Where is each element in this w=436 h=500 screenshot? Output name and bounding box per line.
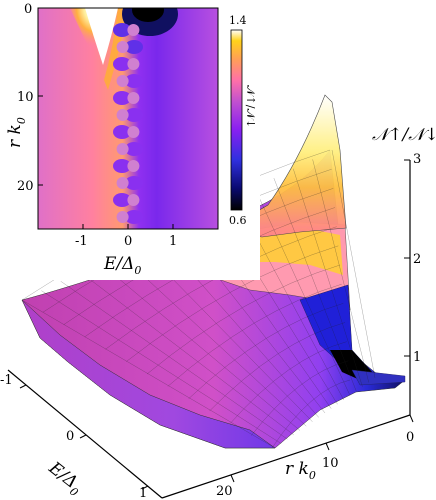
inset-y-label: r k0 — [5, 117, 28, 148]
e-tick-1: 1 — [139, 486, 147, 500]
inset-x-label: E/Δ0 — [103, 254, 141, 277]
mesh-line — [60, 281, 288, 440]
inset-y-label-main: r k — [5, 124, 25, 148]
r-tick-20: 20 — [216, 484, 233, 499]
oscillation-highlight — [116, 109, 129, 121]
oscillation-highlight — [116, 211, 129, 223]
surface-peak — [224, 94, 347, 238]
oscillation-highlight — [127, 58, 140, 70]
oscillation-cell — [125, 210, 143, 224]
mesh-line — [312, 159, 369, 383]
r-axis-line — [161, 414, 411, 499]
mesh-line — [254, 187, 351, 396]
mesh-line — [118, 252, 307, 427]
mesh-line — [21, 299, 276, 449]
mesh-line — [293, 168, 363, 387]
oscillation-cell — [113, 125, 131, 139]
r-tick-20-mark — [230, 474, 235, 483]
z-axis-ticks — [404, 159, 410, 357]
e-tick-m1-mark — [19, 384, 27, 389]
mesh-line — [271, 379, 351, 449]
oscillation-highlight — [116, 75, 129, 87]
mesh-line — [146, 264, 341, 375]
colorbar-max: 1.4 — [229, 14, 247, 27]
inset-black-core — [132, 8, 164, 22]
axes-3d — [7, 160, 411, 499]
oscillation-highlight — [127, 92, 140, 104]
z-tick-3: 3 — [413, 152, 421, 167]
oscillation-cell — [113, 57, 131, 71]
r-tick-0-mark — [409, 414, 414, 423]
inset-x-label-sub: 0 — [134, 264, 141, 277]
inset-oscillation-band — [113, 23, 143, 224]
z-axis-label: 𝒩↑/𝒩↓ — [372, 125, 436, 145]
e-axis-label: E/Δ0 — [42, 458, 86, 500]
oscillation-cell — [125, 40, 143, 54]
inset-x-tick-1: 1 — [169, 234, 177, 249]
inset-ticks — [38, 7, 174, 229]
r-axis-label-main: r k — [285, 459, 309, 479]
oscillation-highlight — [116, 143, 129, 155]
oscillation-cell — [113, 91, 131, 105]
inset-y-tick-10: 10 — [17, 90, 34, 105]
e-axis-line — [7, 369, 163, 499]
oscillation-cell — [125, 142, 143, 156]
oscillation-highlight — [116, 41, 129, 53]
mesh-line — [41, 290, 282, 444]
r-tick-10-mark — [325, 442, 330, 451]
z-tick-2: 2 — [413, 252, 421, 267]
oscillation-cell — [113, 23, 131, 37]
inset-x-tick-m1: -1 — [75, 234, 88, 249]
mesh-line — [273, 178, 357, 392]
mesh-line — [188, 303, 344, 399]
oscillation-highlight — [127, 126, 140, 138]
inset-x-tick-0: 0 — [124, 234, 132, 249]
inset-white-core — [85, 8, 118, 65]
r-tick-0: 0 — [406, 430, 414, 445]
mesh-line — [331, 149, 376, 379]
e-tick-m1: -1 — [0, 373, 13, 388]
oscillation-highlight — [127, 24, 140, 36]
mesh-line — [167, 283, 342, 387]
oscillation-cell — [125, 108, 143, 122]
e-tick-1-mark — [141, 485, 149, 490]
colorbar-label: 𝒩↑/𝒩↓ — [244, 85, 257, 128]
inset-y-label-sub: 0 — [15, 117, 28, 124]
e-tick-0: 0 — [66, 429, 74, 444]
r-axis-label: r k0 — [285, 459, 316, 482]
oscillation-highlight — [116, 177, 129, 189]
oscillation-highlight — [127, 160, 140, 172]
inset-y-tick-0: 0 — [24, 2, 32, 17]
inset-heatmap: 0 10 20 -1 0 1 r k0 E/Δ0 1.4 0.6 𝒩↑/𝒩↓ — [5, 2, 260, 280]
inset-x-label-main: E/Δ — [103, 254, 134, 274]
e-axis-ticks — [19, 384, 149, 490]
mesh-line — [80, 271, 294, 436]
inset-y-tick-20: 20 — [17, 179, 34, 194]
oscillation-cell — [125, 74, 143, 88]
oscillation-cell — [113, 193, 131, 207]
surface-tail — [351, 369, 406, 386]
mesh-line — [99, 262, 301, 431]
colorbar — [230, 29, 243, 211]
r-axis-label-sub: 0 — [309, 469, 316, 482]
oscillation-highlight — [127, 194, 140, 206]
oscillation-cell — [125, 176, 143, 190]
r-axis-ticks — [230, 414, 414, 483]
oscillation-cell — [113, 159, 131, 173]
mesh-line — [126, 245, 339, 362]
mesh-line — [251, 360, 349, 436]
colorbar-min: 0.6 — [229, 214, 247, 227]
z-tick-1: 1 — [413, 350, 421, 365]
e-tick-0-mark — [79, 434, 87, 439]
r-tick-10: 10 — [322, 456, 339, 471]
